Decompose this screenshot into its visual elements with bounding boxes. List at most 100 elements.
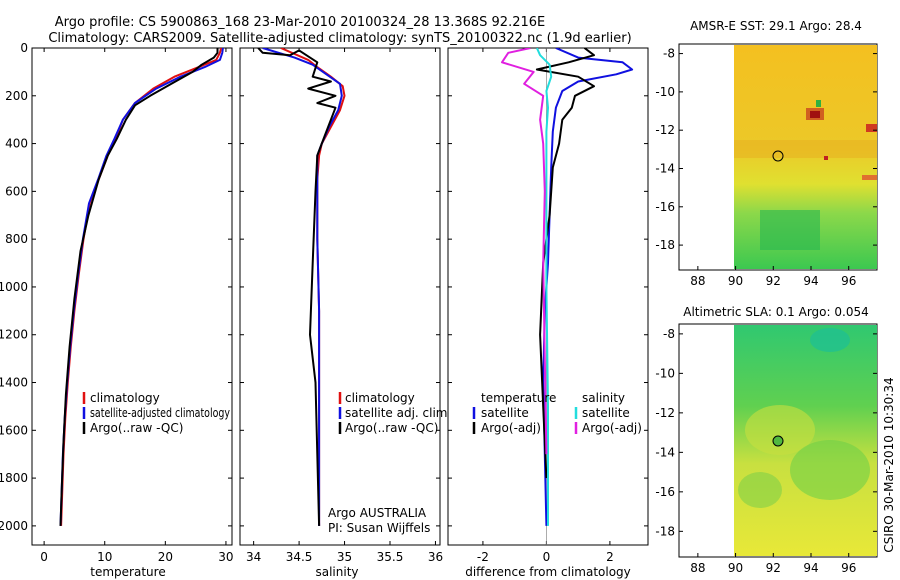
sst-hot-patch [810,111,820,118]
series-argo [257,48,337,526]
series-argo [59,48,219,526]
legend-sal-argo: Argo(-adj) [582,421,642,435]
legend-climatology: climatology [90,391,160,405]
x-tick-label: 20 [158,550,173,564]
sst-warm-band [734,140,877,158]
legend-temp-argo: Argo(-adj) [481,421,541,435]
y-tick-label: 200 [5,89,28,103]
x-tick-label: 2 [606,550,614,564]
y-tick-label: -14 [655,445,675,459]
sst-argo-marker [772,150,784,162]
y-tick-label: -12 [655,123,675,137]
title-line-1: Argo profile: CS 5900863_168 23-Mar-2010… [55,15,545,30]
legend-argo: Argo(..raw -QC) [345,421,438,435]
y-tick-label: 1000 [0,280,28,294]
timestamp-stamp: CSIRO 30-Mar-2010 10:30:34 [882,377,896,552]
x-tick-label: 10 [97,550,112,564]
legend-argo: Argo(..raw -QC) [90,421,183,435]
series-sal-argo [501,48,548,455]
y-tick-label: 0 [20,41,28,55]
legend-sal-satellite: satellite [582,406,630,420]
x-tick-label: 92 [766,561,781,575]
x-tick-label: 96 [841,274,856,288]
y-tick-label: 1200 [0,328,28,342]
y-tick-label: -10 [655,85,675,99]
difference-lines [501,48,634,545]
sst-map-title: AMSR-E SST: 29.1 Argo: 28.4 [690,19,862,33]
salinity-axes [239,47,441,546]
sst-edge-patch [866,124,877,132]
x-tick-label: 34 [246,550,261,564]
y-tick-label: 600 [5,184,28,198]
sst-map-ticks: 88 90 92 94 96 -8 -10 -12 -14 -16 -18 [655,47,877,288]
series-sal-satellite [535,48,553,526]
temperature-xlabel: temperature [90,565,165,579]
argo-owner: Argo AUSTRALIA [328,506,427,520]
x-tick-label: 96 [841,561,856,575]
sla-argo-marker [772,435,784,447]
y-tick-label: -8 [663,327,675,341]
salinity-panel: 34 34.5 35 35.5 36 salinity climatology sate… [239,47,451,579]
y-tick-label: 2000 [0,519,28,533]
x-tick-label: 92 [766,274,781,288]
x-tick-label: 34.5 [286,550,313,564]
sst-field-patches [734,100,877,250]
difference-legend: temperature satellite Argo(-adj) salinit… [472,391,642,435]
sla-field-patches [738,328,870,508]
legend-temp-satellite: satellite [481,406,529,420]
difference-axes [447,47,649,546]
principal-investigator: PI: Susan Wijffels [328,521,430,535]
legend-satellite: satellite-adjusted climatology [90,406,230,420]
difference-xlabel: difference from climatology [465,565,631,579]
y-tick-label: 1800 [0,471,28,485]
temperature-axes [31,47,233,546]
x-tick-label: 88 [690,274,705,288]
sla-mid-patch [745,405,815,455]
y-tick-label: -8 [663,47,675,61]
temperature-legend: climatology satellite-adjusted climatolo… [82,391,230,435]
y-tick-label: 1400 [0,376,28,390]
difference-ticks: -2 0 2 [448,47,648,564]
sla-green-patch [738,472,782,508]
salinity-ticks: 34 34.5 35 35.5 36 [240,47,443,564]
sla-map-ticks: 88 90 92 94 96 -8 -10 -12 -14 -16 -18 [655,327,877,575]
sst-speck [824,156,828,160]
sst-cool-patch [760,210,820,250]
sla-map-panel: Altimetric SLA: 0.1 Argo: 0.054 88 90 92 94… [655,305,878,575]
y-tick-label: -16 [655,485,675,499]
sla-map-title: Altimetric SLA: 0.1 Argo: 0.054 [683,305,868,319]
y-tick-label: -12 [655,406,675,420]
x-tick-label: 94 [803,561,818,575]
legend-satellite: satellite adj. clim. [345,406,451,420]
temperature-lines [59,48,224,526]
temperature-ticks: 0 10 20 30 0 200 400 600 800 1000 1200 1400 1600 1800… [0,41,234,564]
y-tick-label: -10 [655,366,675,380]
sla-high-patch [810,328,850,352]
sst-map-panel: AMSR-E SST: 29.1 Argo: 28.4 88 90 92 94 96 -8… [655,19,878,288]
x-tick-label: 35 [337,550,352,564]
y-tick-label: -18 [655,238,675,252]
sst-edge-patch [862,175,877,180]
x-tick-label: -2 [477,550,489,564]
sst-green-speck [816,100,821,107]
legend-temperature-title: temperature [481,391,556,405]
x-tick-label: 30 [218,550,233,564]
x-tick-label: 90 [728,561,743,575]
series-temp-argo [535,48,595,479]
salinity-legend: climatology satellite adj. clim. Argo(..… [338,391,451,435]
y-tick-label: -14 [655,161,675,175]
x-tick-label: 0 [40,550,48,564]
x-tick-label: 36 [428,550,443,564]
y-tick-label: 1600 [0,423,28,437]
x-tick-label: 94 [803,274,818,288]
x-tick-label: 88 [690,561,705,575]
x-tick-label: 0 [543,550,551,564]
title-line-2: Climatology: CARS2009. Satellite-adjuste… [48,31,631,46]
legend-salinity-title: salinity [582,391,625,405]
salinity-lines [257,48,346,526]
y-tick-label: 800 [5,232,28,246]
y-tick-label: 400 [5,137,28,151]
salinity-xlabel: salinity [315,565,358,579]
x-tick-label: 90 [728,274,743,288]
